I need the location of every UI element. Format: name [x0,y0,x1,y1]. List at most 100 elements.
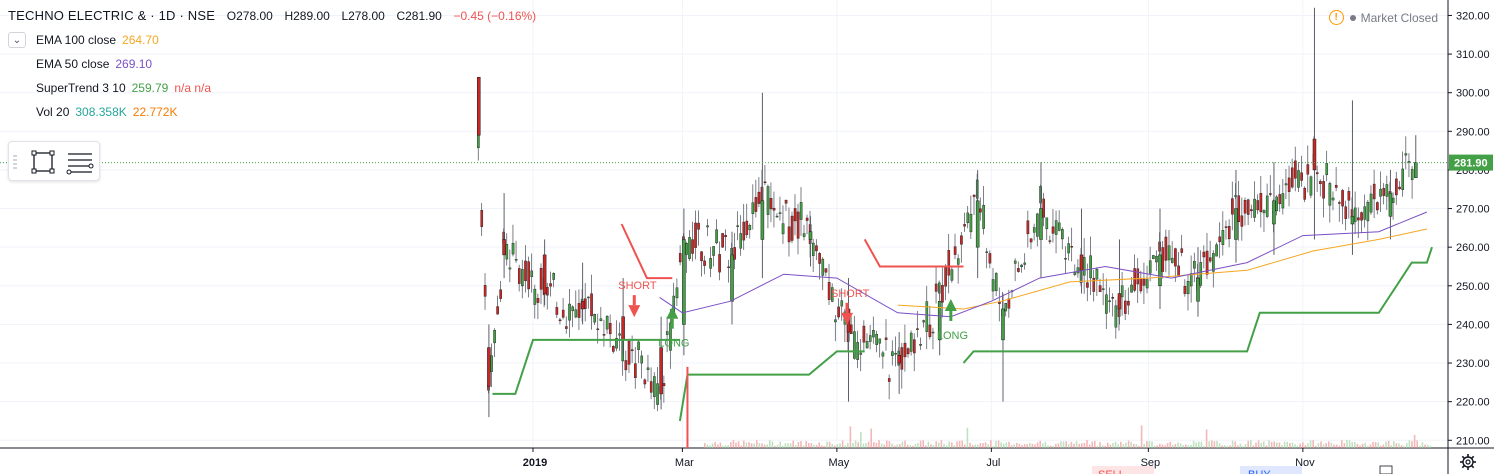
supertrend-down-line [863,238,964,268]
volume-bar [763,444,766,448]
candle-body [1048,240,1052,242]
ema-100-line [897,228,1428,310]
volume-bar [974,444,976,448]
drag-handle-icon[interactable] [13,154,17,170]
volume-bar [956,441,958,448]
y-tick-label: 290.00 [1456,126,1490,138]
volume-bar [1140,425,1143,448]
candle-body [805,217,809,221]
volume-bar [1398,443,1400,448]
candle-body [796,211,800,239]
candle-body [694,222,697,248]
candle-body [751,202,755,214]
candle-body [840,300,844,307]
volume-bar [797,442,800,448]
candle-body [1180,248,1184,253]
candle-body [815,245,818,252]
volume-bar [1322,444,1325,448]
candle-body [605,316,609,330]
legend-row-ema50[interactable]: EMA 50 close 269.10 [8,57,152,71]
legend-row-volume[interactable]: Vol 20 308.358K 22.772K [8,105,177,119]
volume-bar [1369,444,1372,448]
volume-bar [1036,442,1039,448]
candle-body [1148,260,1152,274]
volume-bar [1406,443,1408,448]
volume-bar [748,442,750,448]
volume-bar [1086,440,1088,448]
volume-bar [1239,443,1242,448]
lines-tool-icon[interactable] [65,148,95,176]
symbol-title[interactable]: TECHNO ELECTRIC & · 1D · NSE [8,8,216,23]
volume-bar [1127,440,1130,448]
volume-bar [899,444,901,448]
volume-bar [704,443,706,448]
candle-body [700,251,703,262]
volume-bar [831,443,833,448]
legend-row-ema100[interactable]: EMA 100 close 264.70 [8,33,159,47]
volume-bar [1120,441,1122,448]
up-arrow-icon [944,298,957,311]
legend-row-supertrend[interactable]: SuperTrend 3 10 259.79 n/a n/a [8,81,211,95]
volume-bar [740,445,742,448]
volume-bar [1073,443,1075,448]
candle-body [821,258,825,276]
volume-bar [893,445,896,448]
volume-bar [1109,444,1112,448]
candle-body [1111,296,1115,299]
volume-bar [1380,445,1382,448]
gear-icon[interactable] [1458,452,1478,472]
candle-body [1382,188,1386,196]
candle-body [1054,220,1058,235]
candle-body [493,330,496,344]
volume-bar [906,444,909,448]
volume-bar [784,443,787,448]
volume-bar [750,443,753,448]
candle-body [527,261,530,290]
candle-body [1253,198,1256,218]
rectangle-tool-icon[interactable] [29,148,57,176]
candle-body [811,242,815,256]
volume-bar [1000,442,1002,448]
candle-body [724,235,727,238]
candle-body [1130,284,1133,293]
volume-bar [805,441,807,448]
volume-bar [1211,440,1213,448]
candle-body [790,215,794,241]
candle-body [1208,257,1212,262]
market-status[interactable]: ! Market Closed [1328,10,1438,25]
volume-bar [977,444,979,448]
candle-body [546,287,549,296]
collapse-legend-button[interactable]: ⌄ [8,32,26,48]
candle-body [706,225,709,228]
volume-bar [1013,444,1015,448]
candle-body [691,239,694,254]
candle-body [1067,243,1070,254]
candle-body [727,266,730,269]
y-tick-label: 230.00 [1456,358,1490,370]
volume-bar [849,426,852,448]
candle-body [988,253,992,264]
volume-bar [1276,442,1278,448]
candle-body [802,233,806,237]
signal-label: LONG [937,330,968,342]
candle-body [1061,229,1064,240]
last-price-label: 281.90 [1454,158,1488,170]
candle-body [757,191,761,204]
volume-bar [1242,445,1244,448]
candle-body [1004,303,1008,312]
candle-body [1315,172,1319,175]
supertrend-up-line [492,338,680,395]
volume-bar [1060,441,1062,448]
x-tick-label: May [828,457,849,469]
warning-icon[interactable]: ! [1328,10,1344,25]
volume-bar [1174,444,1177,448]
volume-bar [828,441,831,448]
candle-body [499,289,502,299]
volume-bar [756,440,758,448]
candle-body [947,250,951,276]
volume-bar [1091,441,1093,448]
volume-bar [891,443,893,448]
candle-body [1161,247,1165,272]
candle-body [1388,192,1393,217]
